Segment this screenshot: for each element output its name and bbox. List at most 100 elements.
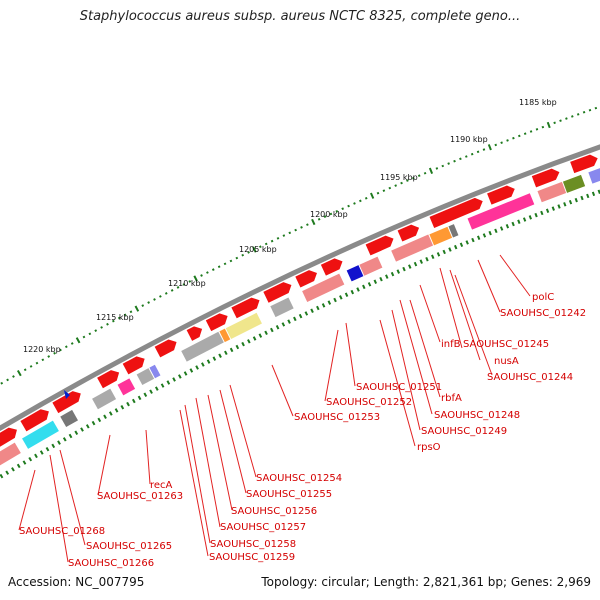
forward-gene[interactable] [320,256,345,276]
tick-mark [45,446,50,452]
tick-mark [80,427,84,432]
reverse-gene[interactable] [467,193,535,230]
tick-mark [511,221,515,227]
tick-mark [201,362,205,367]
tick-mark [106,322,109,326]
gene-label[interactable]: SAOUHSC_01253 [294,412,380,423]
gene-label[interactable]: SAOUHSC_01252 [326,397,412,408]
reverse-gene[interactable] [391,234,434,262]
tick-mark [103,414,107,419]
forward-gene[interactable] [20,406,51,432]
forward-gene[interactable] [570,153,600,174]
forward-gene[interactable] [97,367,122,389]
reverse-gene[interactable] [149,364,161,379]
reverse-gene[interactable] [302,273,345,302]
tick-mark [258,333,263,338]
tick-mark [506,139,509,142]
reverse-gene[interactable] [22,420,59,449]
accession-text: Accession: NC_007795 [8,575,145,589]
forward-gene[interactable] [52,388,83,414]
reverse-gene[interactable] [219,328,231,343]
tick-mark [200,274,203,277]
forward-gene[interactable] [365,233,396,256]
leader-line [49,454,69,563]
gene-label[interactable]: infB [441,339,461,350]
tick-mark [441,164,445,168]
reverse-gene[interactable] [346,265,364,282]
tick-mark [276,237,280,240]
forward-gene[interactable] [531,166,562,188]
gene-label[interactable]: SAOUHSC_01245 [463,339,549,350]
gene-label[interactable]: SAOUHSC_01248 [434,410,520,421]
tick-mark [247,339,251,344]
tick-mark [465,155,468,158]
tick-mark [540,210,544,216]
reverse-gene[interactable] [92,388,117,410]
scale-label: 1190 kbp [450,135,488,144]
forward-gene[interactable] [429,196,485,228]
gene-label[interactable]: SAOUHSC_01249 [421,426,507,437]
forward-gene[interactable] [186,324,205,341]
reverse-gene[interactable] [448,224,459,238]
leader-line [59,449,86,546]
gene-label[interactable]: SAOUHSC_01257 [220,522,306,533]
gene-label[interactable]: rpsO [417,442,441,453]
leader-line [399,299,433,415]
tick-mark [34,453,38,459]
reverse-gene[interactable] [270,297,294,318]
forward-gene[interactable] [295,268,319,288]
gene-label[interactable]: SAOUHSC_01268 [19,526,105,537]
gene-label[interactable]: polC [532,292,554,303]
gene-label[interactable]: SAOUHSC_01254 [256,473,342,484]
reverse-gene[interactable] [588,165,600,184]
tick-mark [335,209,339,213]
forward-gene[interactable] [122,353,148,375]
leader-line [477,259,501,313]
tick-mark [396,269,400,274]
tick-mark [327,300,332,305]
tick-mark [123,313,127,317]
tick-mark [425,256,429,262]
gene-label[interactable]: SAOUHSC_01251 [356,382,442,393]
tick-mark [64,345,68,349]
tick-mark [47,355,51,358]
gene-label[interactable]: SAOUHSC_01256 [231,506,317,517]
reverse-gene[interactable] [60,409,78,428]
reverse-gene[interactable] [181,331,224,362]
gene-label[interactable]: recA [150,480,173,491]
reverse-gene[interactable] [429,226,453,246]
gene-label[interactable]: SAOUHSC_01244 [487,372,573,383]
forward-gene[interactable] [263,280,294,303]
gene-label[interactable]: SAOUHSC_01258 [210,539,296,550]
tick-mark [379,276,383,282]
tick-mark [5,470,10,475]
forward-gene[interactable] [205,311,231,332]
reverse-gene[interactable] [136,368,155,386]
gene-label[interactable]: rbfA [441,393,462,404]
tick-mark [306,223,309,226]
tick-mark [252,336,257,341]
tick-mark [370,192,375,199]
leader-line [449,269,481,361]
tick-mark [586,193,590,199]
gene-label[interactable]: nusA [494,356,519,367]
reverse-gene[interactable] [537,181,567,203]
gene-label[interactable]: SAOUHSC_01242 [500,308,586,319]
reverse-gene[interactable] [0,442,21,468]
reverse-gene[interactable] [225,312,262,339]
gene-label[interactable]: SAOUHSC_01265 [86,541,172,552]
gene-label[interactable]: SAOUHSC_01259 [209,552,295,563]
forward-gene[interactable] [487,183,517,205]
gene-label[interactable]: SAOUHSC_01263 [97,491,183,502]
forward-gene[interactable] [154,337,180,358]
forward-gene[interactable] [231,295,262,319]
forward-gene[interactable] [0,425,20,454]
reverse-gene[interactable] [117,378,136,396]
gene-label[interactable]: SAOUHSC_01255 [246,489,332,500]
tick-mark [465,240,469,245]
gene-label[interactable]: SAOUHSC_01266 [68,558,154,569]
reverse-gene[interactable] [562,174,586,193]
reverse-gene[interactable] [359,256,383,276]
forward-gene[interactable] [397,222,422,242]
tick-mark [471,237,475,243]
